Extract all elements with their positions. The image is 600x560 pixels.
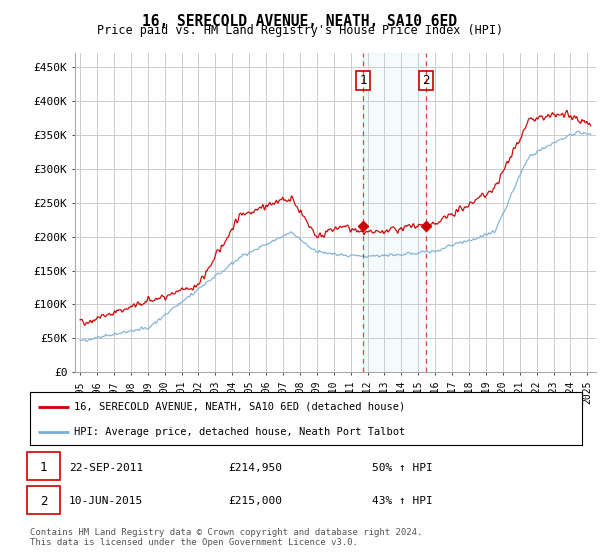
Text: £214,950: £214,950 (228, 463, 282, 473)
Text: HPI: Average price, detached house, Neath Port Talbot: HPI: Average price, detached house, Neat… (74, 427, 406, 437)
Text: 43% ↑ HPI: 43% ↑ HPI (372, 496, 433, 506)
Text: 2: 2 (422, 74, 430, 87)
Text: Contains HM Land Registry data © Crown copyright and database right 2024.
This d: Contains HM Land Registry data © Crown c… (30, 528, 422, 547)
Text: 1: 1 (40, 461, 47, 474)
Text: 16, SERECOLD AVENUE, NEATH, SA10 6ED (detached house): 16, SERECOLD AVENUE, NEATH, SA10 6ED (de… (74, 402, 406, 412)
Text: 1: 1 (359, 74, 367, 87)
Text: 16, SERECOLD AVENUE, NEATH, SA10 6ED: 16, SERECOLD AVENUE, NEATH, SA10 6ED (143, 14, 458, 29)
Text: 50% ↑ HPI: 50% ↑ HPI (372, 463, 433, 473)
Text: £215,000: £215,000 (228, 496, 282, 506)
Text: Price paid vs. HM Land Registry's House Price Index (HPI): Price paid vs. HM Land Registry's House … (97, 24, 503, 37)
Text: 10-JUN-2015: 10-JUN-2015 (69, 496, 143, 506)
Bar (363, 53, 425, 372)
Text: 22-SEP-2011: 22-SEP-2011 (69, 463, 143, 473)
Text: 2: 2 (40, 494, 47, 508)
